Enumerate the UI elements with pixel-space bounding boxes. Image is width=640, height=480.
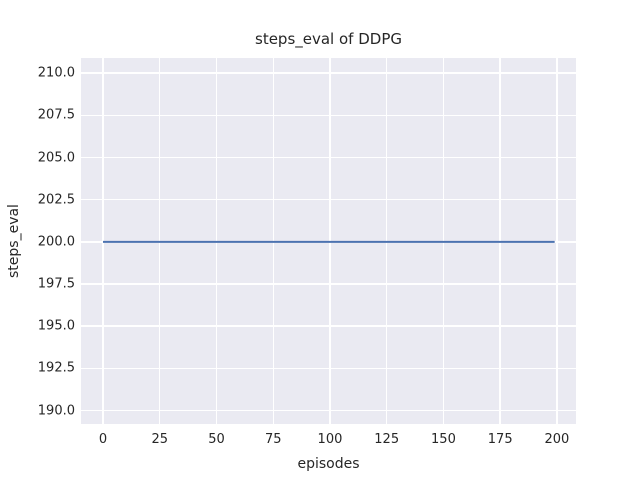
y-axis-label: steps_eval — [6, 204, 22, 278]
y-gridline — [81, 283, 576, 285]
x-tick-label: 75 — [264, 432, 282, 447]
y-tick-label: 190.0 — [37, 403, 75, 418]
x-gridline — [556, 58, 558, 424]
y-gridline — [81, 198, 576, 201]
x-gridline — [102, 58, 104, 424]
plot-area — [81, 58, 576, 424]
y-tick-label: 192.5 — [37, 360, 75, 376]
x-tick-label: 125 — [374, 432, 400, 447]
y-gridline — [81, 72, 576, 74]
x-axis-label: episodes — [297, 456, 360, 472]
data-line-layer — [103, 240, 555, 243]
x-tick-label: 0 — [98, 432, 108, 447]
y-tick-label: 202.5 — [37, 192, 75, 208]
y-tick-label: 197.5 — [37, 276, 75, 292]
y-gridline — [81, 114, 576, 117]
y-gridline — [81, 367, 576, 370]
x-tick-label: 200 — [544, 432, 570, 447]
y-tick-label: 205.0 — [37, 150, 75, 165]
y-gridline — [81, 409, 576, 412]
x-tick-label: 25 — [151, 432, 169, 447]
y-tick-label: 200.0 — [37, 234, 75, 250]
y-tick-label: 210.0 — [37, 65, 75, 81]
x-tick-label: 175 — [487, 432, 513, 447]
y-gridline — [81, 156, 576, 159]
y-tick-label: 195.0 — [37, 318, 75, 334]
x-tick-label: 50 — [208, 432, 225, 447]
y-gridline — [81, 325, 576, 327]
x-tick-label: 100 — [317, 432, 343, 447]
x-tick-label: 150 — [431, 432, 456, 447]
y-tick-label: 207.5 — [37, 107, 75, 123]
chart-title: steps_eval of DDPG — [255, 30, 402, 48]
